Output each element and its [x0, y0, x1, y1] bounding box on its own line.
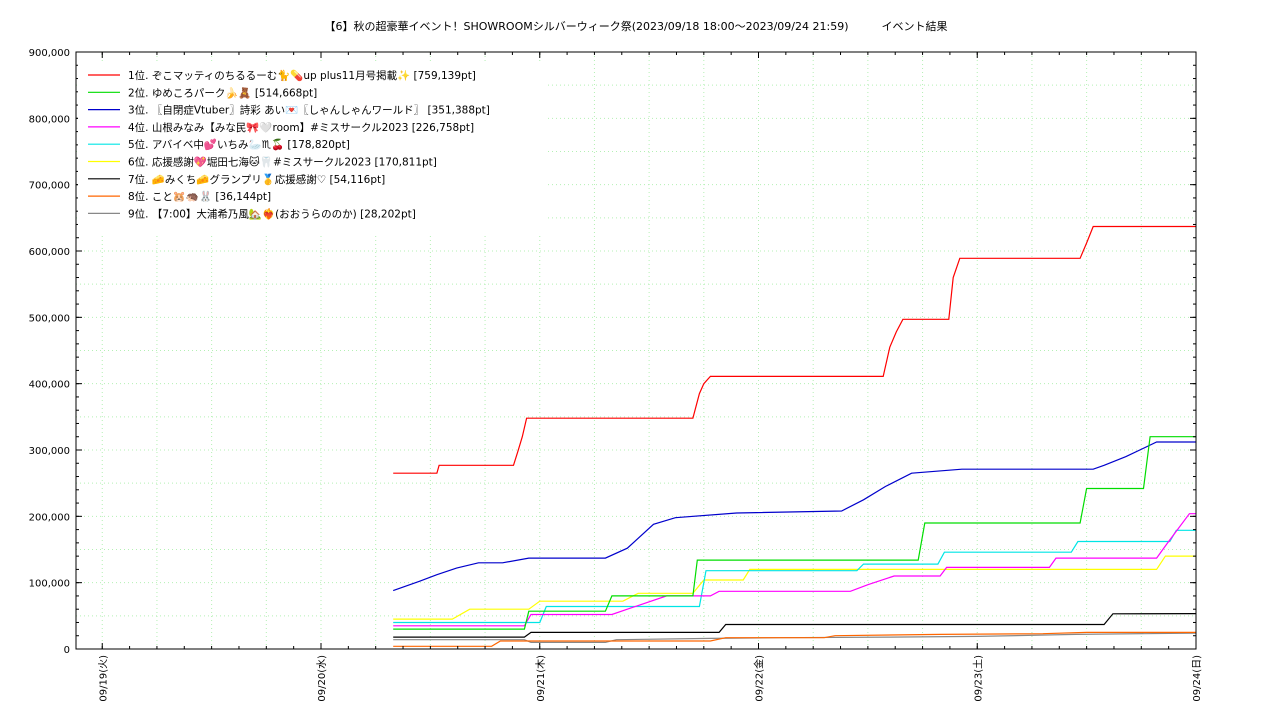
y-tick-label: 400,000 — [29, 380, 70, 391]
legend-entry: 3位. 〖自閉症Vtuber〗詩彩 あい💌〖しゃんしゃんワールド〗 [351,3… — [128, 104, 490, 117]
legend-entry: 8位. こと🐹🦔🐰 [36,144pt] — [128, 190, 271, 203]
y-tick-label: 300,000 — [29, 446, 70, 457]
plot-frame — [75, 51, 1197, 650]
legend-entry: 2位. ゆめころパーク🍌🧸 [514,668pt] — [128, 86, 317, 99]
legend-background — [78, 62, 548, 234]
legend-entry: 9位. 【7:00】大浦希乃風🏡❤️‍🔥(おおうらののか) [28,202pt] — [128, 207, 416, 220]
chart-title: 【6】秋の超豪華イベント！SHOWROOMシルバーウィーク祭(2023/09/1… — [324, 19, 947, 33]
series-line-7 — [393, 613, 1196, 638]
x-tick-label: 09/24(日) — [1192, 655, 1203, 702]
legend-entry: 1位. ぞこマッティのちるるーむ🐈💊up plus11月号掲載✨ [759,13… — [128, 69, 476, 82]
series-line-2 — [393, 436, 1196, 630]
legend-entry: 5位. アバイベ中💕いちみ🦢♏🍒 [178,820pt] — [128, 138, 350, 151]
series-line-4 — [393, 513, 1196, 627]
legend-entry: 6位. 応援感謝💖堀田七海🐱🦷#ミスサークル2023 [170,811pt] — [128, 156, 437, 169]
y-tick-label: 100,000 — [29, 579, 70, 590]
y-tick-label: 0 — [64, 645, 70, 656]
x-tick-label: 09/19(火) — [97, 655, 109, 702]
y-tick-label: 200,000 — [29, 512, 70, 523]
grid — [76, 52, 1196, 649]
y-tick-label: 800,000 — [29, 114, 70, 125]
series-line-8 — [393, 631, 1196, 647]
legend: 1位. ぞこマッティのちるるーむ🐈💊up plus11月号掲載✨ [759,13… — [78, 62, 548, 234]
y-tick-label: 700,000 — [29, 181, 70, 192]
series-lines — [392, 225, 1196, 647]
y-tick-label: 600,000 — [29, 247, 70, 258]
x-tick-label: 09/21(木) — [535, 655, 547, 702]
x-tick-label: 09/20(水) — [316, 655, 328, 702]
y-tick-label: 900,000 — [29, 48, 70, 59]
series-line-9 — [393, 632, 1196, 644]
ticks: 0 100,000 200,000 300,000 400,000 500,000 600,… — [29, 48, 1203, 702]
x-tick-label: 09/23(土) — [971, 655, 984, 702]
legend-entry: 4位. 山根みなみ【みな民🎀🤍room】#ミスサークル2023 [226,758… — [128, 121, 474, 134]
x-tick-label: 09/22(金) — [753, 655, 766, 702]
legend-entry: 7位. 🧀みくち🧀グランプリ🥇応援感謝♡ [54,116pt] — [128, 173, 385, 186]
series-line-6 — [393, 555, 1196, 620]
series-line-1 — [393, 225, 1196, 474]
y-tick-label: 500,000 — [29, 313, 70, 324]
series-line-5 — [393, 529, 1196, 624]
series-line-3 — [392, 441, 1196, 592]
